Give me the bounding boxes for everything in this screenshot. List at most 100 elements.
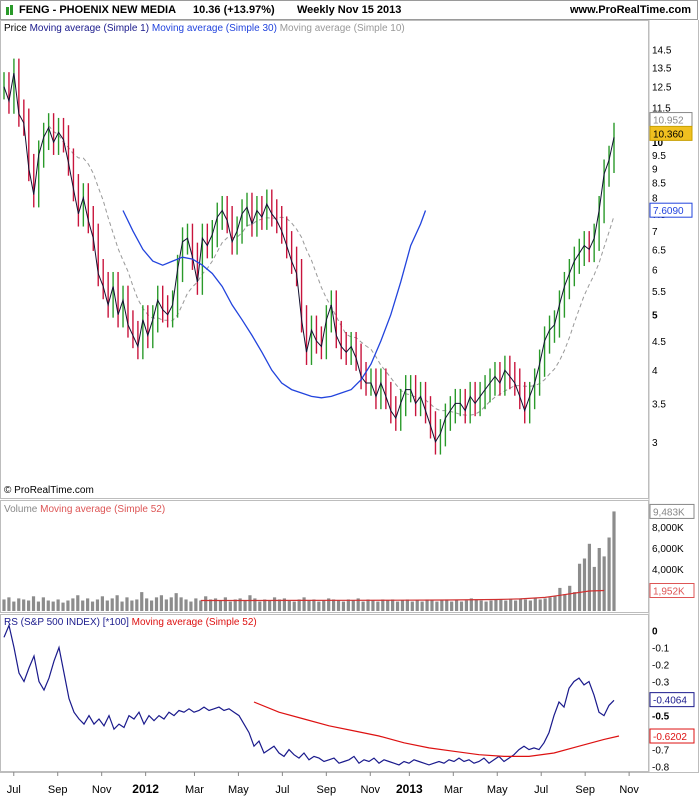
volume-bar bbox=[356, 598, 360, 611]
rs-y-tick: 0 bbox=[652, 627, 658, 638]
volume-bar bbox=[154, 597, 159, 611]
price-y-tick: 14.5 bbox=[652, 46, 672, 57]
volume-bar bbox=[243, 600, 247, 611]
volume-bar bbox=[159, 595, 164, 611]
legend-rs: RS (S&P 500 INDEX) [*100] bbox=[4, 617, 129, 628]
rs-y-tick: -0.1 bbox=[652, 644, 670, 655]
volume-bar bbox=[51, 601, 55, 611]
site-link[interactable]: www.ProRealTime.com bbox=[569, 4, 691, 16]
volume-bar bbox=[612, 511, 616, 611]
volume-bar bbox=[184, 599, 188, 611]
volume-bar bbox=[209, 599, 213, 611]
volume-bar bbox=[381, 599, 385, 611]
volume-bar bbox=[282, 598, 287, 611]
volume-bar bbox=[56, 599, 60, 611]
volume-bar bbox=[597, 548, 601, 611]
volume-bar bbox=[302, 597, 306, 611]
volume-bar bbox=[582, 558, 587, 611]
volume-bar bbox=[568, 585, 572, 611]
volume-bar bbox=[307, 600, 311, 611]
volume-bar bbox=[454, 600, 459, 611]
volume-bar bbox=[351, 600, 355, 611]
price-y-tick: 9.5 bbox=[652, 151, 666, 162]
volume-bar bbox=[41, 597, 45, 611]
price-close-line bbox=[3, 73, 615, 444]
volume-bar bbox=[548, 597, 552, 611]
volume-bar bbox=[327, 598, 331, 611]
volume-bar bbox=[573, 592, 577, 611]
volume-bar bbox=[81, 600, 85, 611]
x-tick-label: Sep bbox=[317, 784, 337, 796]
x-tick-label: 2012 bbox=[132, 782, 159, 796]
volume-bar bbox=[376, 601, 380, 611]
volume-bar bbox=[90, 601, 95, 611]
volume-bar bbox=[179, 597, 183, 611]
volume-bar bbox=[430, 600, 434, 611]
volume-bar bbox=[263, 599, 267, 611]
price-badge-label: 7.6090 bbox=[653, 206, 684, 217]
x-tick-label: May bbox=[228, 784, 249, 796]
price-y-tick: 10 bbox=[652, 138, 664, 149]
volume-bar bbox=[218, 600, 223, 611]
rs-legend: RS (S&P 500 INDEX) [*100] Moving average… bbox=[4, 617, 257, 628]
price-legend: Price Moving average (Simple 1) Moving a… bbox=[4, 23, 405, 34]
rs-y-tick: -0.3 bbox=[652, 678, 670, 689]
volume-bar bbox=[149, 600, 154, 611]
volume-bar bbox=[61, 602, 65, 611]
rs-panel-frame bbox=[0, 614, 649, 772]
volume-bar bbox=[22, 599, 26, 611]
volume-bar bbox=[125, 597, 129, 611]
volume-bar bbox=[115, 595, 119, 611]
volume-bar bbox=[405, 599, 409, 611]
volume-bar bbox=[12, 601, 16, 611]
volume-bar bbox=[228, 601, 232, 611]
volume-bar bbox=[71, 598, 75, 611]
volume-bar bbox=[558, 587, 562, 611]
volume-bar bbox=[400, 600, 405, 611]
volume-bar bbox=[410, 601, 414, 611]
x-tick-label: Nov bbox=[360, 784, 380, 796]
x-tick-label: Mar bbox=[444, 784, 463, 796]
rs-y-tick: -0.2 bbox=[652, 661, 670, 672]
watermark: © ProRealTime.com bbox=[4, 485, 94, 496]
volume-bar bbox=[145, 598, 149, 611]
volume-bar bbox=[395, 601, 400, 611]
rs-line bbox=[3, 623, 615, 766]
volume-bar bbox=[287, 600, 291, 611]
x-tick-label: Jul bbox=[275, 784, 289, 796]
volume-bar bbox=[272, 597, 277, 611]
volume-bar bbox=[341, 601, 346, 611]
volume-bar bbox=[292, 601, 296, 611]
rs-y-tick: -0.7 bbox=[652, 746, 670, 757]
volume-bar bbox=[317, 601, 321, 611]
volume-bar bbox=[425, 599, 429, 611]
x-tick-label: Nov bbox=[619, 784, 639, 796]
volume-bar bbox=[110, 598, 114, 611]
price-y-tick: 6 bbox=[652, 265, 658, 276]
x-tick-label: Mar bbox=[185, 784, 204, 796]
volume-legend: Volume Moving average (Simple 52) bbox=[4, 504, 165, 515]
volume-bar bbox=[223, 597, 227, 611]
rs-ma-line bbox=[253, 701, 620, 757]
price-badge-label: 10.952 bbox=[653, 116, 684, 127]
volume-bar bbox=[445, 599, 449, 611]
volume-bar bbox=[386, 600, 390, 611]
volume-bar bbox=[277, 599, 282, 611]
x-tick-label: Nov bbox=[92, 784, 112, 796]
ma30-line bbox=[122, 210, 427, 399]
volume-bar bbox=[489, 600, 493, 611]
volume-bar bbox=[494, 599, 498, 611]
volume-bar bbox=[135, 599, 139, 611]
price-y-tick: 12.5 bbox=[652, 83, 672, 94]
volume-badge-label: 1,952K bbox=[653, 587, 685, 598]
volume-bar bbox=[331, 599, 336, 611]
volume-y-tick: 8,000K bbox=[652, 523, 684, 534]
volume-bar bbox=[17, 598, 21, 611]
volume-bar bbox=[391, 599, 395, 611]
volume-bar bbox=[543, 598, 547, 611]
volume-bar bbox=[2, 599, 6, 611]
volume-bar bbox=[346, 599, 350, 611]
legend-rs-ma: Moving average (Simple 52) bbox=[132, 617, 257, 628]
volume-bar bbox=[140, 592, 144, 611]
x-tick-label: Sep bbox=[575, 784, 595, 796]
